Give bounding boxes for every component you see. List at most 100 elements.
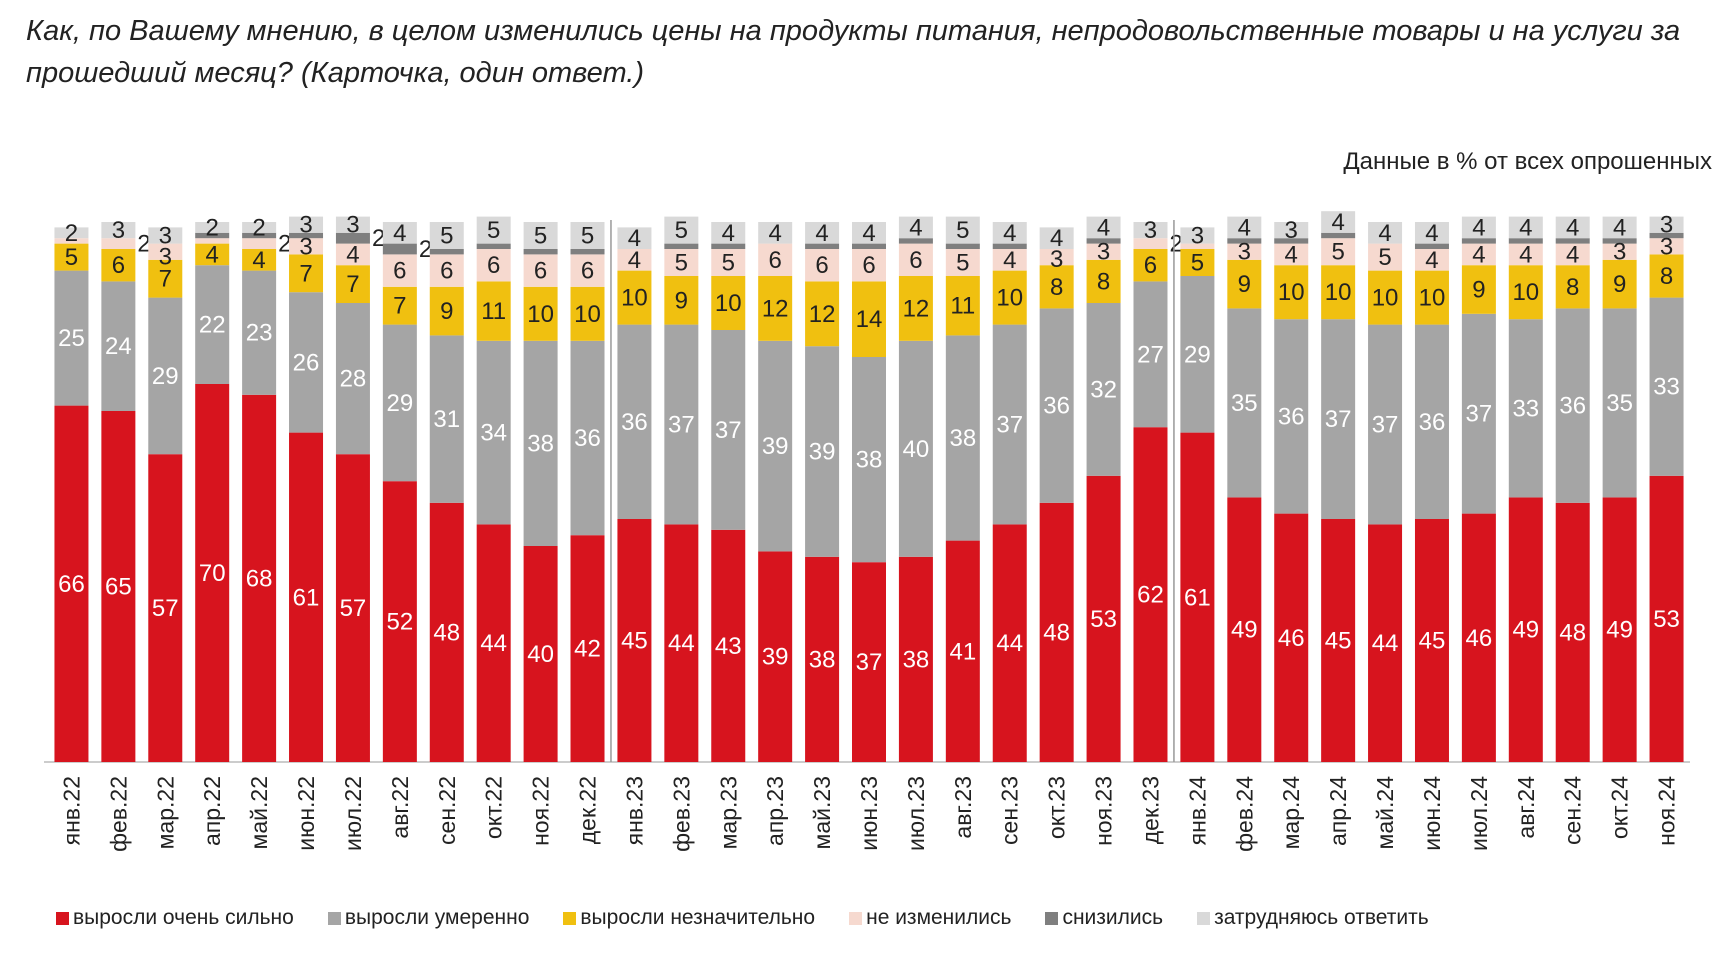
bar-segment (1414, 324, 1449, 519)
data-label: 53 (1653, 606, 1680, 633)
data-label: 32 (1090, 376, 1117, 403)
bar-segment (101, 249, 136, 282)
data-label: 4 (1097, 214, 1110, 241)
data-label: 4 (1519, 241, 1532, 268)
data-label: 4 (1566, 214, 1579, 241)
data-label: 6 (393, 258, 406, 285)
data-label: 44 (668, 630, 695, 657)
bar-segment (711, 243, 746, 249)
data-label: 9 (440, 298, 453, 325)
data-label: 29 (387, 390, 414, 417)
bar-segment (1461, 513, 1496, 762)
data-label: 26 (293, 349, 320, 376)
bar-segment (898, 216, 933, 239)
bar-segment (570, 222, 605, 249)
data-label: 29 (152, 363, 179, 390)
bar-segment (1274, 238, 1309, 244)
bar-segment (54, 243, 89, 271)
legend-label: снизились (1062, 906, 1164, 929)
bar-segment (1180, 249, 1215, 276)
data-label: 10 (1372, 285, 1399, 312)
x-tick-label: май.22 (246, 776, 272, 849)
bar-segment (945, 249, 980, 276)
bar-segment (195, 238, 230, 244)
bar-segment (1180, 227, 1215, 244)
x-tick-label: сен.22 (434, 776, 460, 845)
data-label: 8 (1050, 274, 1063, 301)
legend-item: затрудняюсь ответить (1197, 906, 1429, 930)
data-label: 9 (1472, 277, 1485, 304)
bar-segment (1414, 243, 1449, 249)
bar-segment (898, 276, 933, 341)
x-tick-label: апр.22 (199, 776, 225, 846)
bar-segment (1133, 238, 1168, 249)
bar-segment (945, 335, 980, 541)
data-label: 10 (996, 285, 1023, 312)
bar-segment (289, 254, 324, 293)
x-tick-label: фев.22 (105, 776, 131, 852)
bar-segment (711, 529, 746, 762)
bar-segment (382, 243, 417, 255)
bar-segment (852, 281, 886, 357)
bar-segment (1414, 249, 1449, 271)
data-label: 43 (715, 633, 742, 660)
bar-segment (242, 394, 277, 762)
stacked-bar-chart: 252566янв.223624652фев.223372957мар.2224… (44, 209, 1690, 852)
data-label: 62 (1137, 582, 1164, 609)
x-tick-label: июл.23 (903, 776, 929, 851)
bar-segment (1555, 243, 1590, 266)
legend: выросли очень сильно выросли умеренно выро… (56, 906, 1429, 930)
data-label: 6 (112, 252, 125, 279)
bar-segment (1274, 265, 1309, 320)
data-label: 2 (206, 214, 219, 241)
bar-segment (1649, 297, 1684, 476)
bar-segment (992, 243, 1027, 249)
bar-segment (852, 249, 886, 282)
data-label: 3 (159, 244, 172, 271)
bar-segment (1321, 265, 1356, 320)
bar-segment (289, 216, 324, 233)
data-label: 42 (574, 636, 601, 663)
bar-segment (1086, 475, 1121, 762)
bar-segment (664, 276, 699, 325)
bar-segment (1227, 216, 1262, 239)
bar-segment (805, 243, 840, 249)
data-label: 4 (1378, 220, 1391, 247)
data-label: 27 (1137, 341, 1164, 368)
bar-segment (992, 324, 1027, 525)
data-label: 6 (581, 258, 594, 285)
data-label: 10 (1278, 279, 1305, 306)
data-label: 5 (956, 217, 969, 244)
data-label: 38 (856, 447, 883, 474)
bar-segment (711, 276, 746, 330)
bar-segment (195, 232, 230, 239)
bar-segment (1321, 238, 1356, 266)
data-label: 36 (1043, 393, 1070, 420)
bar-segment (617, 270, 652, 325)
data-label: 46 (1278, 625, 1305, 652)
data-label: 5 (581, 223, 594, 250)
bar-segment (242, 249, 277, 271)
bar-segment (1649, 216, 1684, 233)
bar-segment (1649, 232, 1684, 239)
data-label: 4 (1003, 220, 1016, 247)
x-tick-label: дек.23 (1137, 776, 1163, 844)
bar-segment (1227, 238, 1262, 244)
bar-segment (1180, 243, 1215, 249)
bar-segment (711, 330, 746, 530)
bar-segment (335, 265, 370, 303)
bar-segment (1133, 281, 1168, 428)
bar-segment (1368, 324, 1403, 525)
x-tick-label: ноя.22 (528, 776, 554, 846)
bar-segment (1602, 497, 1637, 762)
bar-segment (1321, 232, 1356, 239)
data-label: 10 (1512, 279, 1539, 306)
bar-segment (1368, 270, 1403, 325)
data-label: 57 (340, 595, 367, 622)
bar-segment (852, 243, 886, 249)
data-label: 22 (199, 312, 226, 339)
bar-segment (1086, 216, 1121, 239)
bar-segment (1321, 211, 1356, 233)
data-label: 6 (768, 247, 781, 274)
data-label: 35 (1606, 390, 1633, 417)
